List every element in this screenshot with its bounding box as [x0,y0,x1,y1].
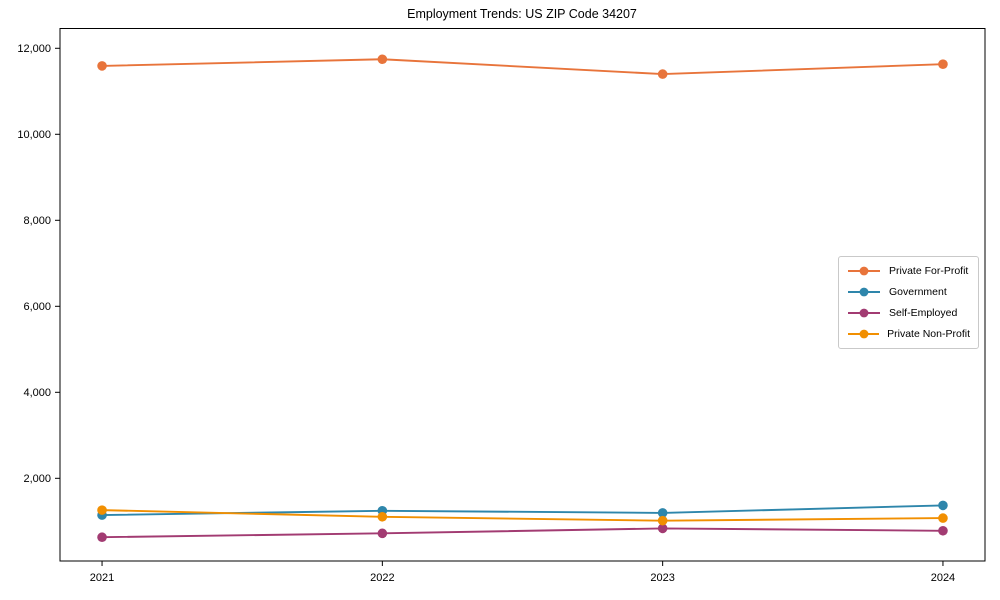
legend-label: Private Non-Profit [887,328,970,340]
x-tick-label: 2021 [90,572,114,584]
chart-legend: Private For-Profit Government Self-Employe… [838,256,979,349]
plot-area [59,28,986,562]
data-point [938,525,948,536]
data-point [97,61,107,71]
data-point [377,54,388,65]
data-point [377,528,388,539]
y-tick-label: 6,000 [23,301,51,313]
y-tick-label: 2,000 [23,473,51,485]
x-tick-label: 2024 [931,572,955,584]
data-point [938,59,948,69]
legend-item: Private For-Profit [847,263,970,279]
series-line-self-employed [102,527,943,539]
data-point [657,515,668,526]
data-point [97,532,107,543]
series-line-private-for-profit [102,58,943,76]
data-point [657,69,668,79]
chart-title: Employment Trends: US ZIP Code 34207 [407,7,637,21]
legend-item: Self-Employed [847,305,970,321]
legend-line-marker-icon [848,287,880,297]
x-tick-label: 2022 [370,572,394,584]
legend-line-marker-icon [848,308,880,318]
data-point [97,505,107,515]
data-point [938,500,948,511]
data-point [938,513,948,523]
legend-item: Private Non-Profit [847,326,970,342]
legend-label: Government [889,286,947,298]
y-tick-label: 12,000 [17,43,51,55]
y-tick-label: 10,000 [17,129,51,141]
y-tick-label: 8,000 [23,215,51,227]
legend-line-marker-icon [848,266,880,276]
series-line-private-non-profit [102,509,943,522]
data-point [657,508,668,518]
legend-line-marker-icon [848,329,880,339]
legend-label: Self-Employed [889,307,958,319]
legend-item: Government [847,284,970,300]
x-tick-label: 2023 [650,572,674,584]
y-tick-label: 4,000 [23,387,51,399]
data-point [657,523,668,534]
data-point [377,511,388,522]
legend-label: Private For-Profit [889,265,969,277]
